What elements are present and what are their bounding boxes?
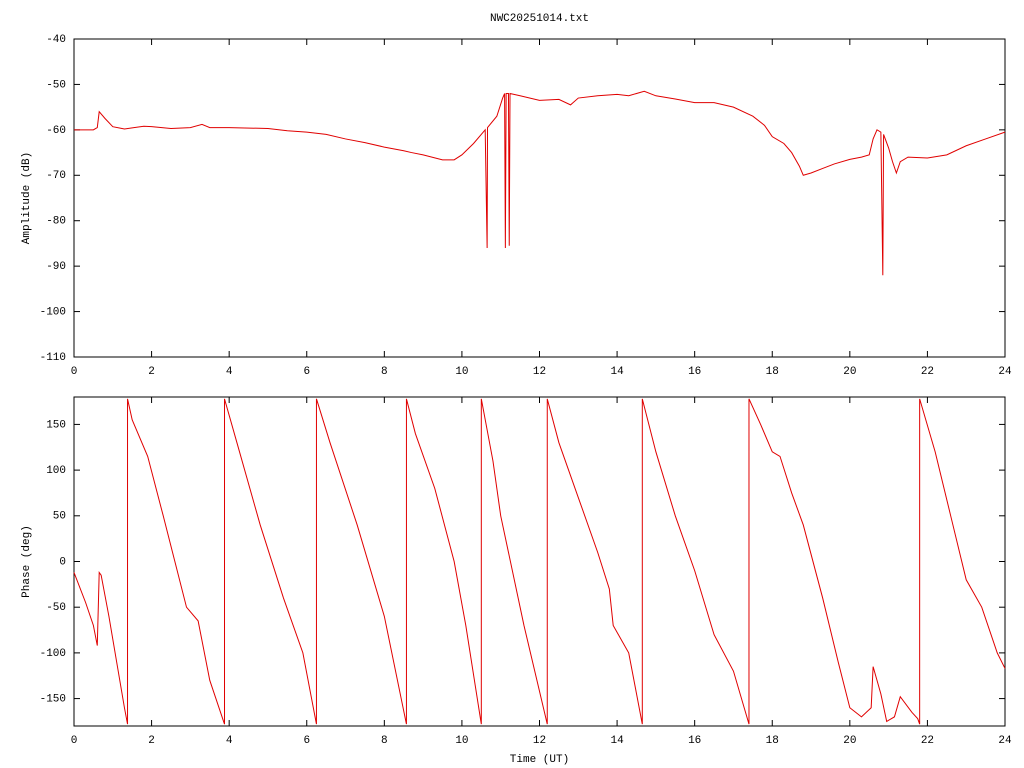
x-tick-label: 16 — [688, 366, 701, 378]
y-tick-label: -150 — [40, 693, 66, 705]
x-tick-label: 2 — [148, 366, 155, 378]
y-tick-label: -110 — [40, 352, 66, 364]
y-tick-label: -50 — [46, 602, 66, 614]
x-tick-label: 2 — [148, 735, 155, 747]
x-tick-label: 14 — [610, 735, 624, 747]
data-line — [73, 398, 1006, 725]
x-tick-label: 0 — [71, 366, 78, 378]
y-tick-label: 0 — [59, 556, 66, 568]
x-tick-label: 22 — [921, 735, 934, 747]
y-axis-label: Amplitude (dB) — [21, 152, 33, 244]
x-tick-label: 12 — [533, 366, 546, 378]
y-axis-label: Phase (deg) — [21, 525, 33, 598]
y-tick-label: 150 — [46, 419, 66, 431]
x-tick-label: 12 — [533, 735, 546, 747]
x-tick-label: 4 — [226, 735, 233, 747]
y-tick-label: -80 — [46, 216, 66, 228]
x-tick-label: 8 — [381, 735, 388, 747]
x-tick-label: 24 — [998, 366, 1012, 378]
y-tick-label: -90 — [46, 261, 66, 273]
x-tick-label: 10 — [455, 366, 468, 378]
x-tick-label: 22 — [921, 366, 934, 378]
y-tick-label: -50 — [46, 79, 66, 91]
x-tick-label: 10 — [455, 735, 468, 747]
x-tick-label: 6 — [303, 366, 310, 378]
x-tick-label: 24 — [998, 735, 1012, 747]
y-tick-label: -60 — [46, 125, 66, 137]
x-tick-label: 4 — [226, 366, 233, 378]
y-tick-label: -100 — [40, 306, 66, 318]
x-tick-label: 8 — [381, 366, 388, 378]
x-axis-label: Time (UT) — [510, 754, 569, 766]
y-tick-label: -100 — [40, 648, 66, 660]
plot-frame — [73, 396, 1006, 727]
x-tick-label: 18 — [766, 735, 779, 747]
x-tick-label: 20 — [843, 366, 856, 378]
x-tick-label: 14 — [610, 366, 624, 378]
x-tick-label: 6 — [303, 735, 310, 747]
plot-frame — [73, 38, 1006, 358]
x-tick-label: 0 — [71, 735, 78, 747]
data-line — [74, 90, 1006, 276]
y-tick-label: -70 — [46, 170, 66, 182]
x-tick-label: 20 — [843, 735, 856, 747]
x-tick-label: 18 — [766, 366, 779, 378]
chart-title: NWC20251014.txt — [490, 13, 589, 25]
x-tick-label: 16 — [688, 735, 701, 747]
y-tick-label: 100 — [46, 465, 66, 477]
y-tick-label: 50 — [53, 511, 66, 523]
y-tick-label: -40 — [46, 34, 66, 46]
